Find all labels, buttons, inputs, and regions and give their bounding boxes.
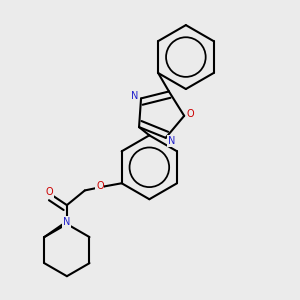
Text: N: N — [168, 136, 175, 146]
Text: O: O — [45, 187, 53, 197]
Text: O: O — [187, 109, 194, 119]
Text: N: N — [131, 91, 138, 101]
Text: O: O — [96, 181, 103, 190]
Text: N: N — [63, 217, 70, 227]
